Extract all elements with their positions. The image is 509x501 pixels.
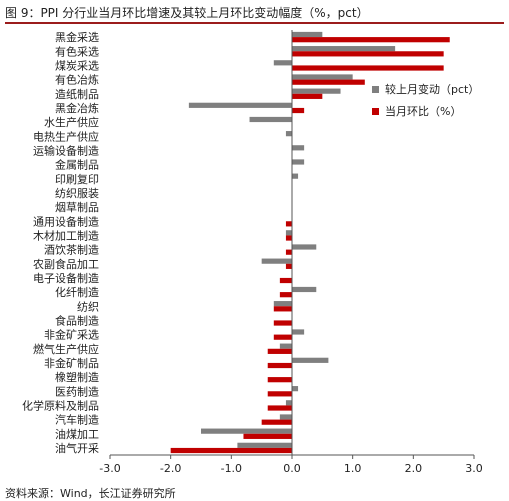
legend-swatch-mom [372,107,379,115]
bar-mom [261,419,292,425]
bar-mom [292,65,444,71]
bar-mom [292,37,450,43]
category-label: 电子设备制造 [33,271,99,285]
x-tick-label: 3.0 [465,462,483,475]
bar-change [201,428,292,434]
x-tick-label: 2.0 [405,462,423,475]
category-label: 农副食品加工 [33,257,99,271]
title-rule [5,22,504,24]
x-tick-label: 1.0 [344,462,362,475]
bar-mom [279,292,292,298]
bar-change [292,329,305,335]
bar-mom [273,334,292,340]
category-label: 油煤加工 [55,427,99,441]
chart-title: 图 9：PPI 分行业当月环比增速及其较上月环比变动幅度（%，pct） [5,6,369,20]
bar-mom [267,348,292,354]
category-label: 橡塑制造 [55,370,99,384]
bar-mom [292,51,444,57]
legend-label-change: 较上月变动（pct） [385,83,480,96]
bar-change [285,131,292,137]
category-label: 水生产供应 [44,115,99,129]
legend-item-mom: 当月环比（%） [372,103,461,119]
category-label: 金属制品 [55,158,99,172]
x-tick-label: -1.0 [221,462,242,475]
bar-mom [267,377,292,383]
bar-change [237,442,292,448]
category-label: 木材加工制造 [33,228,99,242]
source-note: 资料来源：Wind，长江证券研究所 [5,487,176,500]
x-tick-label: -3.0 [99,462,120,475]
bar-change [285,230,292,236]
category-label: 黑金采选 [55,30,99,44]
bar-change [292,46,396,52]
bar-change [292,88,341,94]
bar-change [188,102,292,108]
bar-mom [170,447,292,454]
category-label: 燃气生产供应 [33,342,99,356]
category-label: 非金矿采选 [44,328,99,342]
bar-mom [285,221,292,227]
bar-mom [273,320,292,326]
x-tick-label: -2.0 [160,462,181,475]
bar-change [292,173,299,179]
category-label: 食品制造 [55,313,99,327]
category-label: 有色采选 [55,44,99,58]
bar-mom [285,263,292,269]
bar-mom [292,107,305,114]
bar-change [292,31,323,38]
category-label: 运输设备制造 [33,143,99,157]
category-label: 造纸制品 [55,87,99,101]
bar-change [292,286,317,293]
category-label: 煤炭采选 [55,59,99,72]
bar-mom [285,235,292,241]
category-label: 黑金冶炼 [55,101,99,115]
category-label: 烟草制品 [55,200,99,214]
bar-mom [243,433,292,439]
bar-mom [267,391,292,397]
bar-mom [292,93,323,99]
bar-change [261,258,292,264]
category-label: 化学原料及制品 [22,398,99,412]
category-label: 酒饮茶制造 [44,243,99,257]
bar-change [292,386,299,392]
bar-mom [292,79,365,85]
bar-mom [285,249,292,255]
bar-change [292,74,353,80]
bar-mom [279,277,292,284]
category-label: 通用设备制造 [33,214,99,228]
bar-change [273,301,292,307]
bar-change [292,244,317,250]
category-label: 非金矿制品 [44,356,99,370]
category-label: 纺织 [77,299,99,313]
x-tick-label: 0.0 [283,462,301,475]
category-label: 电热生产供应 [33,129,99,143]
bar-change [279,414,292,420]
bar-change [249,116,292,123]
bar-change [292,145,305,151]
bar-change [273,60,292,66]
bar-change [292,159,305,165]
category-label: 印刷复印 [55,172,99,186]
legend-label-mom: 当月环比（%） [385,105,462,118]
bar-change [285,400,292,406]
category-label: 有色冶炼 [55,73,99,87]
bar-mom [273,306,292,312]
category-label: 化纤制造 [55,285,99,299]
bar-mom [267,405,292,411]
category-label: 汽车制造 [55,413,99,427]
category-label: 医药制造 [55,384,99,398]
bar-mom [267,362,292,369]
category-label: 油气开采 [55,441,99,455]
bar-change [279,343,292,349]
category-label: 纺织服装 [55,186,99,200]
legend-swatch-change [372,85,379,93]
bar-change [292,357,329,363]
legend-item-change: 较上月变动（pct） [372,81,479,97]
